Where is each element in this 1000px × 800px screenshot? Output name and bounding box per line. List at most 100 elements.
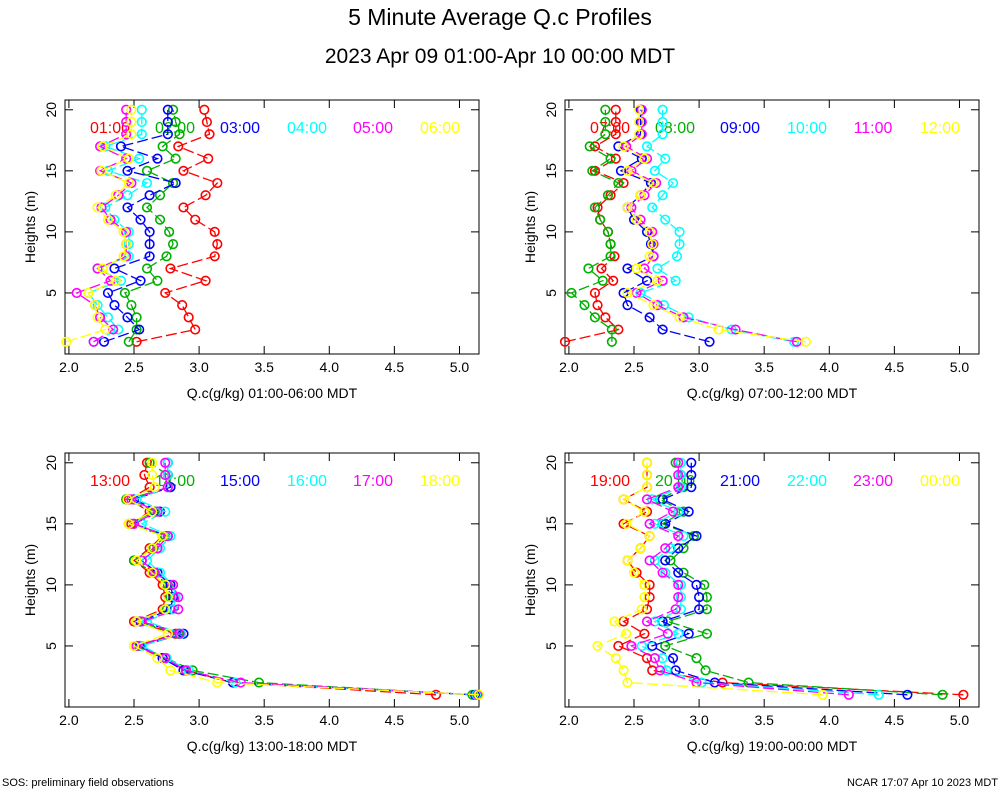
data-point bbox=[147, 469, 158, 481]
data-point bbox=[173, 141, 184, 152]
data-point bbox=[144, 482, 155, 493]
data-point bbox=[609, 616, 620, 627]
data-point bbox=[674, 238, 685, 250]
data-point bbox=[110, 275, 121, 286]
y-tick-label: 10 bbox=[543, 577, 559, 593]
series-1500 bbox=[128, 457, 481, 700]
data-point bbox=[162, 628, 173, 639]
data-point bbox=[170, 153, 181, 164]
data-point bbox=[652, 263, 663, 274]
data-point bbox=[622, 287, 633, 299]
data-point bbox=[597, 275, 608, 286]
y-axis-label: Heights (m) bbox=[522, 544, 538, 616]
data-point bbox=[673, 469, 684, 481]
x-tick-label: 2.5 bbox=[124, 712, 144, 728]
series-1700 bbox=[126, 457, 483, 700]
data-point bbox=[134, 324, 145, 335]
data-point bbox=[178, 202, 189, 213]
data-point bbox=[602, 226, 614, 237]
data-point bbox=[144, 238, 155, 250]
page-subtitle: 2023 Apr 09 01:00-Apr 10 00:00 MDT bbox=[324, 45, 676, 68]
data-point bbox=[670, 604, 681, 615]
data-point bbox=[605, 238, 616, 250]
data-point bbox=[165, 665, 176, 676]
data-point bbox=[631, 214, 642, 225]
data-point bbox=[160, 457, 171, 468]
data-point bbox=[636, 640, 647, 652]
x-tick-label: 3.0 bbox=[189, 712, 209, 728]
data-point bbox=[691, 530, 702, 542]
data-point bbox=[199, 104, 210, 115]
data-point bbox=[122, 190, 133, 201]
series-1800 bbox=[122, 457, 485, 700]
series-line bbox=[132, 462, 476, 696]
data-point bbox=[610, 153, 621, 164]
series-line bbox=[129, 462, 478, 696]
data-point bbox=[606, 336, 617, 347]
data-point bbox=[141, 165, 153, 176]
data-point bbox=[644, 530, 655, 542]
y-tick-label: 5 bbox=[543, 642, 559, 650]
y-tick-label: 15 bbox=[543, 516, 559, 532]
data-point bbox=[937, 689, 948, 700]
data-point bbox=[200, 190, 211, 201]
series-1200 bbox=[618, 104, 811, 347]
data-point bbox=[61, 336, 72, 347]
data-point bbox=[641, 616, 653, 627]
data-point bbox=[97, 263, 108, 274]
data-point bbox=[121, 129, 132, 140]
data-point bbox=[162, 116, 173, 128]
legend-entry: 13:00 bbox=[90, 473, 130, 490]
chart-panel-3: 2.0 2.5 3.0 3.5 4.0 4.5 5.0 5 10 15 20 Q.c(g/kg) 13… bbox=[22, 452, 485, 754]
data-point bbox=[644, 312, 655, 323]
data-point bbox=[183, 312, 194, 323]
data-point bbox=[635, 190, 646, 201]
data-point bbox=[622, 202, 633, 213]
data-point bbox=[121, 238, 132, 250]
data-point bbox=[610, 104, 621, 115]
series-0200 bbox=[119, 104, 185, 347]
series-2100 bbox=[647, 457, 913, 700]
data-point bbox=[141, 202, 153, 213]
legend-entry: 20:00 bbox=[655, 473, 695, 490]
data-point bbox=[622, 555, 633, 566]
data-point bbox=[626, 640, 637, 652]
data-point bbox=[644, 591, 655, 603]
data-point bbox=[147, 543, 158, 554]
data-point bbox=[144, 226, 155, 237]
data-point bbox=[135, 214, 146, 225]
data-point bbox=[657, 104, 668, 115]
y-tick-label: 15 bbox=[543, 163, 559, 179]
data-point bbox=[110, 190, 121, 201]
data-point bbox=[589, 202, 601, 213]
data-point bbox=[204, 129, 215, 140]
data-point bbox=[657, 190, 668, 201]
data-point bbox=[613, 177, 624, 189]
legend-entry: 10:00 bbox=[787, 120, 827, 137]
series-2000 bbox=[654, 457, 948, 700]
x-tick-label: 2.0 bbox=[559, 712, 579, 728]
data-point bbox=[644, 226, 655, 237]
data-point bbox=[641, 494, 653, 505]
data-point bbox=[587, 165, 598, 176]
y-tick-label: 5 bbox=[43, 642, 59, 650]
data-point bbox=[566, 287, 577, 299]
data-point bbox=[693, 604, 705, 615]
x-tick-label: 4.0 bbox=[820, 359, 840, 375]
data-point bbox=[649, 653, 660, 664]
data-point bbox=[639, 579, 650, 590]
data-point bbox=[657, 129, 668, 140]
legend-entry: 09:00 bbox=[720, 120, 760, 137]
data-point bbox=[589, 287, 601, 299]
data-point bbox=[660, 214, 671, 225]
x-tick-label: 5.0 bbox=[450, 712, 470, 728]
data-point bbox=[174, 129, 185, 140]
data-point bbox=[618, 141, 629, 152]
data-point bbox=[97, 141, 108, 152]
data-point bbox=[209, 226, 220, 237]
data-point bbox=[473, 689, 485, 700]
data-point bbox=[430, 689, 442, 700]
series-0600 bbox=[61, 104, 137, 347]
data-point bbox=[658, 300, 670, 311]
data-point bbox=[165, 263, 176, 274]
